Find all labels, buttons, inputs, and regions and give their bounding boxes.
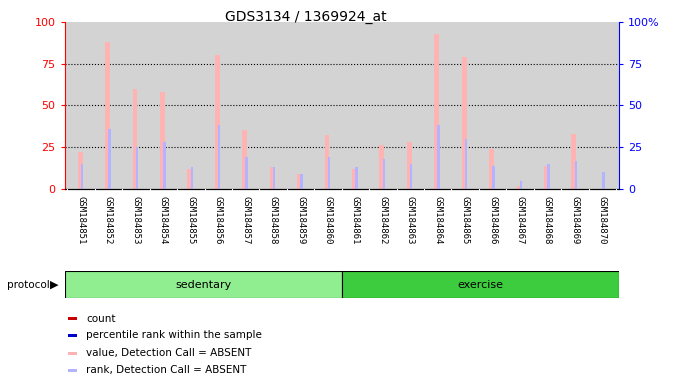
Text: GSM184870: GSM184870 — [598, 195, 607, 244]
Text: GSM184862: GSM184862 — [378, 195, 388, 244]
Bar — [105, 42, 110, 189]
Text: GSM184863: GSM184863 — [406, 195, 415, 244]
Bar — [190, 167, 193, 189]
Bar — [68, 317, 77, 320]
Bar — [242, 131, 248, 189]
Text: ▶: ▶ — [50, 280, 58, 290]
Text: GSM184856: GSM184856 — [214, 195, 223, 244]
Bar — [410, 164, 413, 189]
Bar — [215, 55, 220, 189]
Text: protocol: protocol — [7, 280, 50, 290]
Text: GSM184861: GSM184861 — [351, 195, 360, 244]
Text: GSM184864: GSM184864 — [433, 195, 442, 244]
Bar — [602, 172, 605, 189]
Text: GSM184860: GSM184860 — [324, 195, 333, 244]
Bar — [465, 139, 467, 189]
Text: percentile rank within the sample: percentile rank within the sample — [86, 330, 262, 340]
Text: GSM184867: GSM184867 — [515, 195, 524, 244]
Bar — [489, 149, 494, 189]
Bar — [68, 334, 77, 337]
Bar — [81, 164, 83, 189]
Text: GSM184855: GSM184855 — [186, 195, 195, 244]
Text: GSM184858: GSM184858 — [269, 195, 277, 244]
Text: GSM184866: GSM184866 — [488, 195, 497, 244]
Text: GSM184851: GSM184851 — [77, 195, 86, 244]
Text: GSM184868: GSM184868 — [543, 195, 552, 244]
Bar — [547, 164, 549, 189]
Text: GSM184859: GSM184859 — [296, 195, 305, 244]
Bar — [270, 167, 275, 189]
Bar — [544, 166, 549, 189]
Text: GSM184852: GSM184852 — [104, 195, 113, 244]
Bar — [328, 157, 330, 189]
Bar — [135, 147, 138, 189]
Bar — [301, 174, 303, 189]
Text: exercise: exercise — [457, 280, 503, 290]
Text: count: count — [86, 314, 116, 324]
Bar — [297, 174, 302, 189]
Text: sedentary: sedentary — [175, 280, 231, 290]
Bar — [108, 129, 111, 189]
Bar — [571, 134, 577, 189]
Bar — [163, 142, 165, 189]
Text: GSM184854: GSM184854 — [159, 195, 168, 244]
Bar — [273, 167, 275, 189]
Bar — [324, 136, 330, 189]
Text: rank, Detection Call = ABSENT: rank, Detection Call = ABSENT — [86, 366, 247, 376]
Bar — [379, 146, 384, 189]
Bar — [383, 159, 385, 189]
Bar — [188, 169, 192, 189]
Text: value, Detection Call = ABSENT: value, Detection Call = ABSENT — [86, 348, 252, 358]
Bar — [133, 89, 137, 189]
Text: GSM184869: GSM184869 — [571, 195, 579, 244]
Text: GDS3134 / 1369924_at: GDS3134 / 1369924_at — [225, 10, 387, 23]
Bar — [68, 369, 77, 372]
Bar — [355, 167, 358, 189]
Bar — [342, 271, 619, 298]
Bar — [437, 126, 440, 189]
Bar — [68, 351, 77, 355]
Bar — [65, 271, 342, 298]
Bar — [520, 180, 522, 189]
Bar — [435, 33, 439, 189]
Text: GSM184853: GSM184853 — [131, 195, 141, 244]
Bar — [517, 185, 522, 189]
Text: GSM184857: GSM184857 — [241, 195, 250, 244]
Bar — [575, 161, 577, 189]
Bar — [160, 92, 165, 189]
Text: GSM184865: GSM184865 — [460, 195, 470, 244]
Bar — [407, 142, 412, 189]
Bar — [492, 166, 495, 189]
Bar — [218, 126, 220, 189]
Bar — [352, 169, 357, 189]
Bar — [462, 57, 466, 189]
Bar — [78, 152, 82, 189]
Bar — [245, 157, 248, 189]
